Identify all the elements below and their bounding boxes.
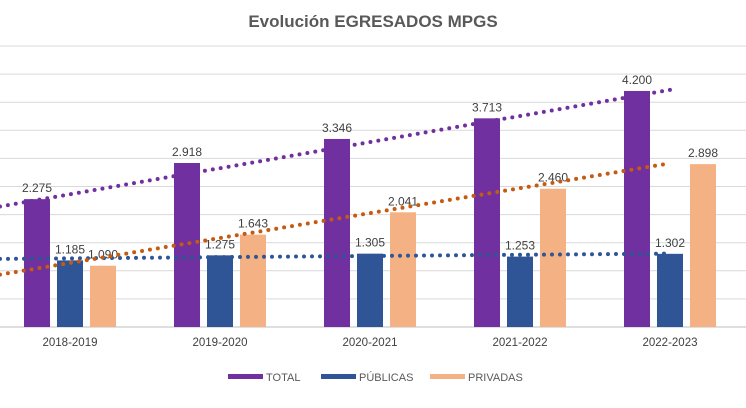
trendline-total — [0, 87, 672, 209]
category-label: 2020-2021 — [343, 337, 398, 349]
trendline-privadas — [0, 161, 672, 277]
data-label: 1.302 — [655, 236, 685, 250]
data-label: 3.713 — [472, 100, 502, 114]
bar-total — [324, 138, 350, 327]
bar-privadas — [240, 234, 266, 327]
bar-públicas — [507, 256, 533, 327]
bar-privadas — [690, 164, 716, 327]
data-label: 1.643 — [238, 217, 268, 231]
data-label: 1.185 — [55, 242, 85, 256]
bar-privadas — [540, 188, 566, 327]
data-label: 4.200 — [622, 73, 652, 87]
category-label: 2018-2019 — [43, 337, 98, 349]
data-label: 2.275 — [22, 181, 52, 195]
bar-públicas — [657, 253, 683, 327]
legend-swatch — [321, 374, 356, 379]
bar-privadas — [90, 265, 116, 327]
data-label: 1.305 — [355, 236, 385, 250]
data-label: 1.253 — [505, 239, 535, 253]
category-label: 2021-2022 — [493, 337, 548, 349]
bar-total — [174, 163, 200, 327]
category-label: 2022-2023 — [643, 337, 698, 349]
data-label: 2.898 — [688, 146, 718, 160]
bar-total — [474, 118, 500, 327]
bar-total — [24, 199, 50, 327]
category-label: 2019-2020 — [193, 337, 248, 349]
legend-label: PÚBLICAS — [359, 371, 413, 384]
legend-label: TOTAL — [266, 372, 300, 384]
trendline-públicas — [0, 251, 672, 261]
bar-públicas — [357, 253, 383, 327]
bar-públicas — [207, 255, 233, 327]
legend-label: PRIVADAS — [468, 372, 523, 384]
chart-title: Evolución EGRESADOS MPGS — [248, 12, 498, 31]
legend-swatch — [228, 374, 263, 379]
legend-swatch — [430, 374, 465, 379]
bar-privadas — [390, 212, 416, 327]
data-label: 3.346 — [322, 121, 352, 135]
bar-total — [624, 90, 650, 328]
data-label: 2.918 — [172, 145, 202, 159]
bar-públicas — [57, 260, 83, 327]
